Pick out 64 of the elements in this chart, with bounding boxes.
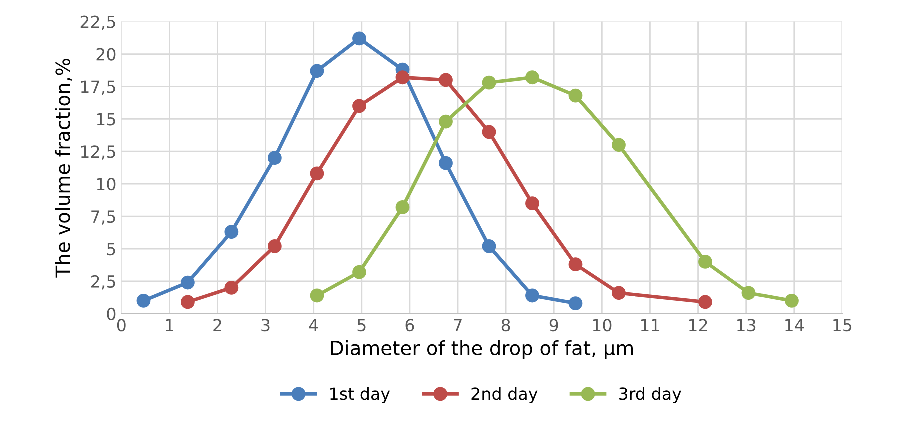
- point: [268, 151, 282, 166]
- point: [310, 166, 324, 181]
- x-tick-label: 0: [117, 319, 126, 332]
- y-axis-title: The volume fraction,%: [55, 58, 72, 278]
- point: [439, 73, 453, 88]
- point: [698, 295, 712, 310]
- point: [568, 258, 583, 272]
- y-tick-label: 15: [97, 113, 116, 126]
- point: [310, 288, 324, 303]
- point: [742, 286, 756, 300]
- x-tick-label: 2: [214, 319, 222, 332]
- point: [439, 114, 453, 129]
- point: [785, 294, 799, 308]
- x-tick-label: 9: [550, 319, 558, 332]
- x-tick-label: 7: [454, 319, 462, 332]
- x-tick-label: 5: [358, 319, 366, 332]
- point: [482, 125, 496, 140]
- y-tick-label: 7,5: [92, 210, 116, 225]
- y-tick-label: 20: [96, 48, 116, 61]
- x-tick-label: 11: [641, 319, 660, 332]
- x-tick-label: 13: [738, 319, 756, 332]
- point: [612, 286, 626, 300]
- point: [224, 281, 239, 295]
- x-axis-title: Diameter of the drop of fat, µm: [331, 340, 634, 360]
- point: [396, 70, 410, 85]
- x-tick-label: 15: [834, 319, 852, 332]
- point: [136, 294, 151, 308]
- point: [568, 296, 583, 310]
- point: [396, 200, 410, 214]
- y-tick-label: 5: [107, 243, 116, 256]
- legend-label: 2nd day: [472, 387, 538, 404]
- point: [526, 196, 540, 211]
- point: [526, 288, 540, 303]
- y-tick-label: 2,5: [91, 275, 116, 290]
- point: [224, 225, 239, 240]
- legend-label: 1st day: [330, 387, 390, 404]
- point: [181, 276, 195, 290]
- point: [181, 295, 195, 310]
- x-tick-label: 8: [502, 319, 510, 332]
- legend-label: 3rd day: [620, 387, 682, 404]
- y-tick-label: 0: [107, 308, 116, 320]
- point: [568, 88, 583, 103]
- x-tick-label: 3: [262, 319, 270, 332]
- point: [310, 64, 324, 78]
- point: [352, 265, 366, 280]
- x-tick-label: 4: [309, 319, 318, 332]
- x-tick-label: 1: [166, 319, 174, 332]
- x-tick-label: 14: [786, 319, 804, 332]
- point: [482, 239, 496, 254]
- point: [612, 138, 626, 152]
- x-tick-label: 12: [690, 319, 708, 332]
- x-tick-label: 10: [593, 319, 612, 332]
- y-tick-label: 10: [97, 178, 116, 191]
- point: [352, 32, 366, 46]
- point: [482, 76, 496, 90]
- y-tick-label: 22,5: [80, 16, 116, 30]
- y-tick-label: 17,5: [81, 80, 116, 95]
- point: [352, 99, 366, 114]
- point: [439, 156, 453, 170]
- x-tick-label: 6: [406, 319, 414, 332]
- point: [526, 70, 540, 85]
- point: [268, 239, 282, 254]
- y-tick-label: 12,5: [81, 146, 116, 160]
- point: [698, 255, 712, 269]
